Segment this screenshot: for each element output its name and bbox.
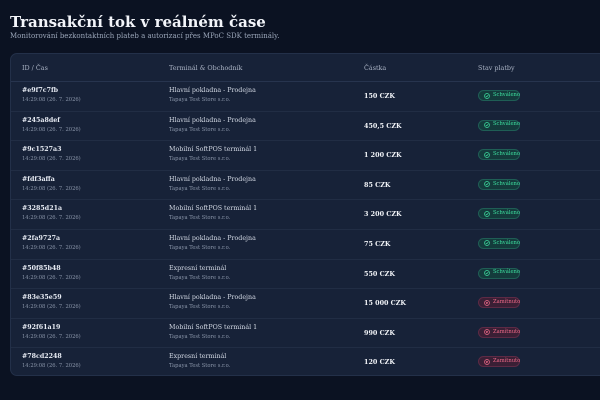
terminal-name: Hlavní pokladna - Prodejna xyxy=(169,175,256,183)
merchant-name: Tapaya Test Store s.r.o. xyxy=(169,274,231,281)
status-badge: Schváleno xyxy=(478,208,521,220)
transaction-id: #245a8def xyxy=(22,116,60,124)
status-label: Zamítnuto xyxy=(493,299,521,306)
transaction-amount: 120 CZK xyxy=(364,358,395,367)
terminal-name: Mobilní SoftPOS terminál 1 xyxy=(169,323,258,331)
status-badge: Zamítnuto xyxy=(478,326,521,338)
merchant-name: Tapaya Test Store s.r.o. xyxy=(169,126,231,133)
status-badge: Schváleno xyxy=(478,267,521,279)
status-label: Schváleno xyxy=(493,91,521,98)
column-header-status[interactable]: Stav platby xyxy=(478,64,515,72)
terminal-name: Expresní terminál xyxy=(169,353,227,361)
terminal-name: Hlavní pokladna - Prodejna xyxy=(169,234,256,242)
status-label: Schváleno xyxy=(493,269,521,276)
check-circle-icon xyxy=(484,211,490,217)
transaction-time: 14:29:08 (26. 7. 2026) xyxy=(22,156,81,163)
column-header-terminal[interactable]: Terminál & Obchodník xyxy=(169,64,243,72)
status-badge: Zamítnuto xyxy=(478,297,521,309)
status-badge: Schváleno xyxy=(478,237,521,249)
transaction-id: #fdf3affa xyxy=(22,175,55,183)
transaction-amount: 3 200 CZK xyxy=(364,210,402,219)
table-row[interactable]: #92f61a19 14:29:08 (26. 7. 2026) Mobilní S… xyxy=(11,319,600,349)
status-label: Schváleno xyxy=(493,121,521,128)
transaction-amount: 450,5 CZK xyxy=(364,121,402,130)
transaction-time: 14:29:08 (26. 7. 2026) xyxy=(22,244,81,251)
table-body: #e9f7c7fb 14:29:08 (26. 7. 2026) Hlavní po… xyxy=(11,82,600,375)
status-badge: Schváleno xyxy=(478,178,521,190)
status-label: Zamítnuto xyxy=(493,328,521,335)
merchant-name: Tapaya Test Store s.r.o. xyxy=(169,244,231,251)
transaction-id: #3285d21a xyxy=(22,205,63,213)
status-label: Schváleno xyxy=(493,151,521,158)
terminal-name: Hlavní pokladna - Prodejna xyxy=(169,87,256,94)
transaction-time: 14:29:08 (26. 7. 2026) xyxy=(22,274,81,281)
merchant-name: Tapaya Test Store s.r.o. xyxy=(169,304,231,311)
transaction-time: 14:29:08 (26. 7. 2026) xyxy=(22,333,81,340)
status-badge: Schváleno xyxy=(478,90,520,101)
x-circle-icon xyxy=(484,329,490,336)
terminal-name: Hlavní pokladna - Prodejna xyxy=(169,116,256,124)
merchant-name: Tapaya Test Store s.r.o. xyxy=(169,156,231,163)
transaction-time: 14:29:08 (26. 7. 2026) xyxy=(22,304,81,311)
transaction-time: 14:29:08 (26. 7. 2026) xyxy=(22,363,81,370)
transaction-id: #50f85b48 xyxy=(22,264,61,272)
transaction-amount: 85 CZK xyxy=(364,180,391,189)
terminal-name: Mobilní SoftPOS terminál 1 xyxy=(169,205,258,213)
transaction-time: 14:29:08 (26. 7. 2026) xyxy=(22,185,81,192)
x-circle-icon xyxy=(484,299,490,306)
terminal-name: Hlavní pokladna - Prodejna xyxy=(169,294,256,302)
status-label: Schváleno xyxy=(493,239,521,246)
transaction-amount: 150 CZK xyxy=(364,92,395,100)
page-subtitle: Monitorování bezkontaktních plateb a aut… xyxy=(10,32,280,40)
table-row[interactable]: #9c1527a3 14:29:08 (26. 7. 2026) Mobilní S… xyxy=(11,141,600,171)
transaction-amount: 75 CZK xyxy=(364,239,391,248)
check-circle-icon xyxy=(484,151,490,158)
column-header-amount[interactable]: Částka xyxy=(364,64,387,72)
transaction-id: #92f61a19 xyxy=(22,323,61,331)
merchant-name: Tapaya Test Store s.r.o. xyxy=(169,363,231,370)
table-row[interactable]: #50f85b48 14:29:08 (26. 7. 2026) Expresní … xyxy=(11,260,600,290)
status-label: Schváleno xyxy=(493,180,521,187)
transaction-amount: 15 000 CZK xyxy=(364,299,406,308)
table-row[interactable]: #83e35e59 14:29:08 (26. 7. 2026) Hlavní po… xyxy=(11,289,600,319)
table-row[interactable]: #2fa9727a 14:29:08 (26. 7. 2026) Hlavní po… xyxy=(11,230,600,260)
transaction-time: 14:29:08 (26. 7. 2026) xyxy=(22,215,81,222)
page-title: Transakční tok v reálném čase xyxy=(10,13,266,31)
transaction-id: #2fa9727a xyxy=(22,234,61,242)
table-row[interactable]: #78cd2248 14:29:08 (26. 7. 2026) Expresní … xyxy=(11,348,600,375)
check-circle-icon xyxy=(484,122,490,128)
terminal-name: Expresní terminál xyxy=(169,264,227,272)
transaction-amount: 990 CZK xyxy=(364,328,395,337)
column-header-id-time[interactable]: ID / Čas xyxy=(22,64,48,72)
transaction-id: #9c1527a3 xyxy=(22,146,62,154)
status-badge: Schváleno xyxy=(478,119,521,131)
table-row[interactable]: #3285d21a 14:29:08 (26. 7. 2026) Mobilní S… xyxy=(11,200,600,230)
merchant-name: Tapaya Test Store s.r.o. xyxy=(169,215,231,222)
table-row[interactable]: #fdf3affa 14:29:08 (26. 7. 2026) Hlavní po… xyxy=(11,171,600,201)
transaction-amount: 550 CZK xyxy=(364,269,395,278)
table-row[interactable]: #e9f7c7fb 14:29:08 (26. 7. 2026) Hlavní po… xyxy=(11,82,600,112)
check-circle-icon xyxy=(484,181,490,188)
table-row[interactable]: #245a8def 14:29:08 (26. 7. 2026) Hlavní po… xyxy=(11,112,600,142)
merchant-name: Tapaya Test Store s.r.o. xyxy=(169,185,231,192)
terminal-name: Mobilní SoftPOS terminál 1 xyxy=(169,146,258,154)
transaction-id: #83e35e59 xyxy=(22,294,62,302)
transaction-time: 14:29:08 (26. 7. 2026) xyxy=(22,126,81,133)
status-label: Zamítnuto xyxy=(493,358,521,365)
check-circle-icon xyxy=(484,240,490,247)
transaction-time: 14:29:08 (26. 7. 2026) xyxy=(22,97,81,103)
table-header: ID / Čas Terminál & Obchodník Částka Sta… xyxy=(11,54,600,82)
merchant-name: Tapaya Test Store s.r.o. xyxy=(169,333,231,340)
x-circle-icon xyxy=(484,359,490,365)
transaction-id: #78cd2248 xyxy=(22,353,62,361)
check-circle-icon xyxy=(484,270,490,276)
transaction-id: #e9f7c7fb xyxy=(22,87,59,94)
merchant-name: Tapaya Test Store s.r.o. xyxy=(169,97,231,103)
status-label: Schváleno xyxy=(493,210,521,217)
transaction-amount: 1 200 CZK xyxy=(364,151,402,160)
status-badge: Zamítnuto xyxy=(478,356,521,368)
check-circle-icon xyxy=(484,92,490,99)
status-badge: Schváleno xyxy=(478,149,521,161)
transactions-table: ID / Čas Terminál & Obchodník Částka Sta… xyxy=(10,53,600,376)
